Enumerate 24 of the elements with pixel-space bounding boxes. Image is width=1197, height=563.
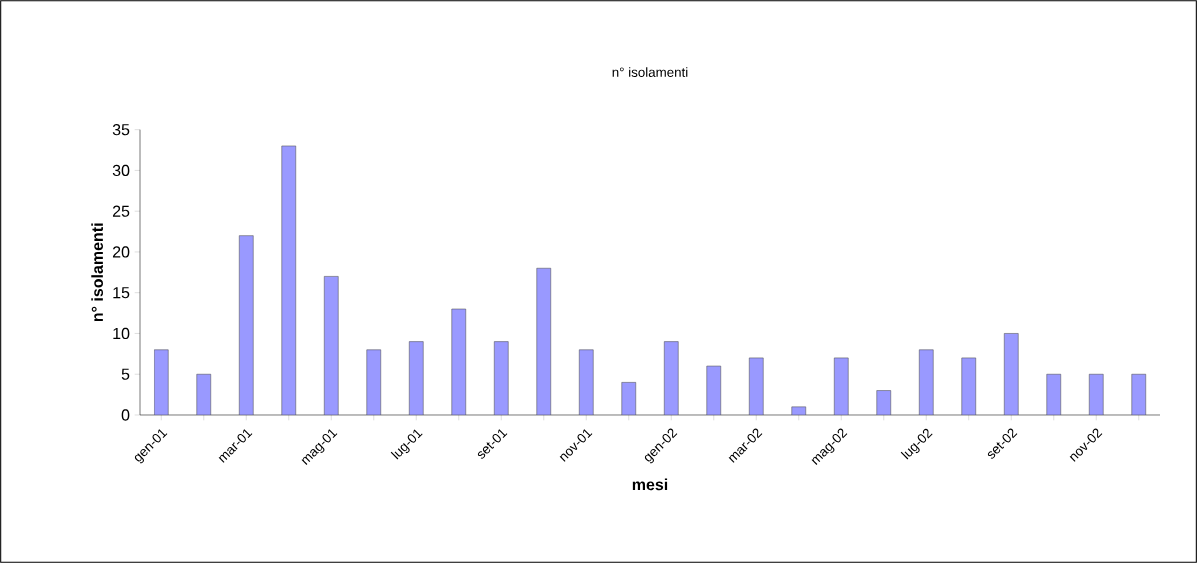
y-tick-label: 20 (112, 246, 130, 258)
bar (153, 349, 169, 415)
bar (281, 145, 297, 415)
y-axis-title: n° isolamenti (91, 223, 103, 322)
bar (238, 235, 254, 415)
y-tick-label: 5 (121, 368, 130, 380)
y-tick-label: 35 (112, 124, 130, 136)
bar (493, 341, 509, 415)
x-axis-title: mesi (632, 478, 668, 491)
bar (663, 341, 679, 415)
y-tick-label: 10 (113, 327, 130, 340)
y-tick-label: 0 (121, 409, 130, 421)
bar (918, 349, 934, 415)
chart-title: n° isolamenti (612, 67, 688, 77)
bar (366, 349, 382, 415)
bar (323, 276, 339, 415)
bar (578, 349, 594, 415)
y-tick-label: 25 (112, 205, 130, 217)
bar (536, 267, 552, 415)
y-tick-label: 15 (113, 287, 130, 299)
y-tick-label: 30 (112, 164, 130, 177)
bar (1003, 333, 1019, 415)
bar (451, 308, 467, 415)
bar (408, 341, 424, 415)
